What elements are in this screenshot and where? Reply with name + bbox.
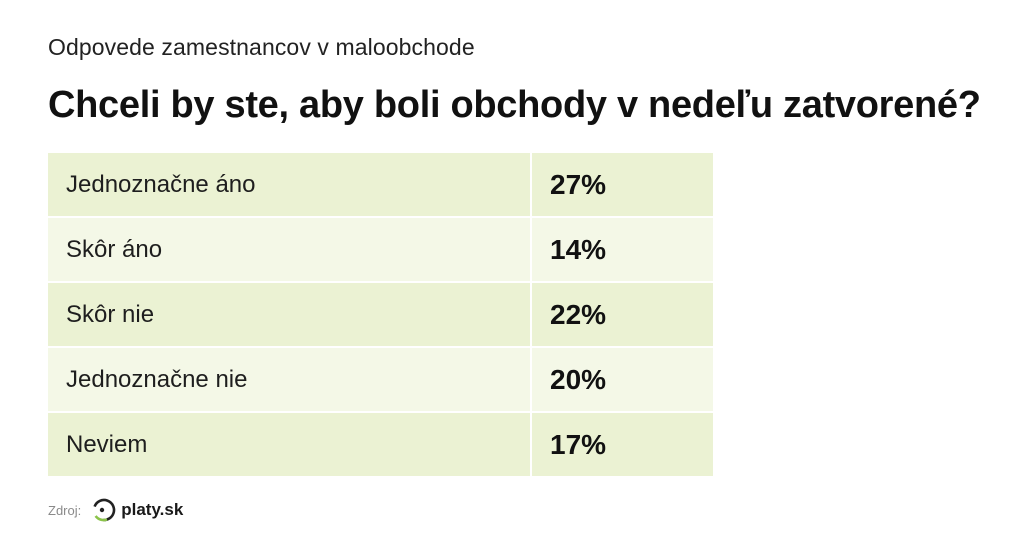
row-value: 17% — [532, 413, 713, 476]
table-row: Skôr nie 22% — [48, 283, 713, 346]
row-value: 14% — [532, 218, 713, 281]
table-row: Skôr áno 14% — [48, 218, 713, 281]
row-label: Skôr nie — [48, 283, 530, 346]
platy-logo-icon — [92, 498, 116, 522]
row-value: 20% — [532, 348, 713, 411]
logo-text: platy.sk — [121, 500, 184, 519]
chart-subtitle: Odpovede zamestnancov v maloobchode — [48, 34, 475, 60]
source-credit: Zdroj: platy.sk — [48, 497, 183, 523]
results-table: Jednoznačne áno 27% Skôr áno 14% Skôr ni… — [48, 153, 713, 478]
row-label: Neviem — [48, 413, 530, 476]
table-row: Jednoznačne nie 20% — [48, 348, 713, 411]
chart-title: Chceli by ste, aby boli obchody v nedeľu… — [48, 84, 981, 126]
table-row: Neviem 17% — [48, 413, 713, 476]
row-label: Skôr áno — [48, 218, 530, 281]
row-label: Jednoznačne nie — [48, 348, 530, 411]
row-label: Jednoznačne áno — [48, 153, 530, 216]
row-value: 22% — [532, 283, 713, 346]
table-row: Jednoznačne áno 27% — [48, 153, 713, 216]
row-value: 27% — [532, 153, 713, 216]
source-label: Zdroj: — [48, 502, 82, 518]
platy-logo[interactable]: platy.sk — [91, 497, 183, 523]
